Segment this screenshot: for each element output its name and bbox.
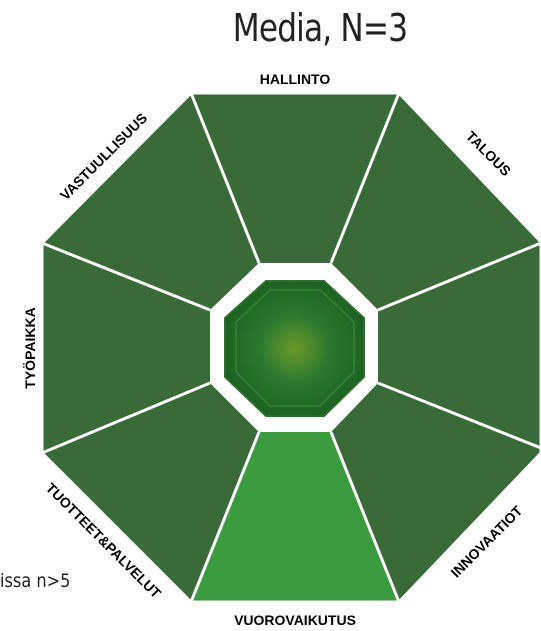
- segment-tuotteet-palvelut[interactable]: [42, 383, 259, 602]
- segment-talous[interactable]: [331, 93, 541, 310]
- segment-innovaatiot[interactable]: [331, 383, 541, 602]
- label-tyopaikka: TYÖPAIKKA: [22, 307, 38, 388]
- octagon-outline: [40, 91, 541, 604]
- center-octagon: [224, 280, 365, 417]
- footnote: issa n>5: [0, 570, 71, 592]
- label-hallinto: HALLINTO: [260, 71, 331, 87]
- separator-lines: [41, 92, 541, 603]
- chart-title: Media, N=3: [232, 6, 408, 50]
- label-vuorovaikutus: VUOROVAIKUTUS: [234, 612, 356, 628]
- center-inner-octagon: [235, 289, 355, 407]
- segment-vastuullisuus[interactable]: [42, 93, 259, 310]
